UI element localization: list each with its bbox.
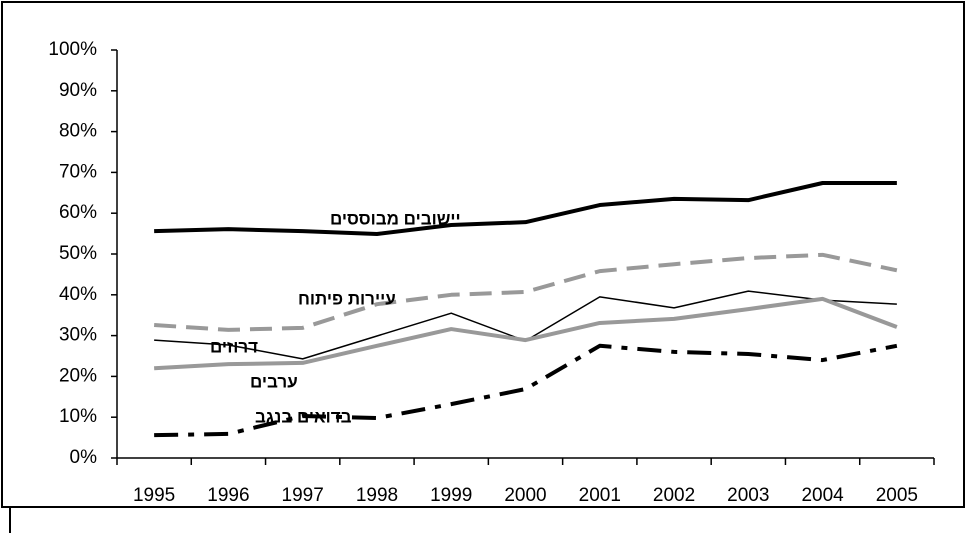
series-line bbox=[154, 252, 898, 332]
y-tick-label: 40% bbox=[59, 284, 97, 305]
x-tick-label: 1997 bbox=[282, 485, 324, 506]
series-label: בדואים בנגב bbox=[255, 407, 352, 426]
series-line bbox=[154, 290, 897, 360]
y-tick-label: 90% bbox=[59, 80, 97, 101]
y-tick-label: 10% bbox=[59, 406, 97, 427]
y-tick-label: 30% bbox=[59, 325, 97, 346]
x-tick-label: 1998 bbox=[356, 485, 398, 506]
y-tick-label: 80% bbox=[59, 121, 97, 142]
y-tick-label: 60% bbox=[59, 202, 97, 223]
y-tick-label: 70% bbox=[59, 161, 97, 182]
series-label: יישובים מבוססים bbox=[330, 209, 461, 228]
x-tick-label: 2002 bbox=[653, 485, 695, 506]
series-line bbox=[154, 343, 898, 438]
x-tick-label: 1996 bbox=[207, 485, 249, 506]
y-tick-label: 50% bbox=[59, 243, 97, 264]
y-tick-label: 100% bbox=[48, 39, 97, 60]
x-tick-label: 2003 bbox=[727, 485, 769, 506]
x-tick-label: 2000 bbox=[504, 485, 546, 506]
x-tick-label: 2001 bbox=[579, 485, 621, 506]
x-tick-label: 1999 bbox=[430, 485, 472, 506]
x-tick-label: 2004 bbox=[801, 485, 844, 506]
series-label: דרוזים bbox=[210, 337, 258, 356]
series-line bbox=[154, 181, 897, 237]
series-label: עיירות פיתוח bbox=[298, 289, 396, 308]
chart-frame bbox=[1, 1, 965, 508]
y-tick-label: 20% bbox=[59, 365, 97, 386]
series-line bbox=[154, 296, 898, 371]
series-label: ערבים bbox=[250, 372, 298, 391]
x-tick-label: 2005 bbox=[876, 485, 918, 506]
x-tick-label: 1995 bbox=[133, 485, 175, 506]
y-tick-label: 0% bbox=[70, 447, 98, 468]
